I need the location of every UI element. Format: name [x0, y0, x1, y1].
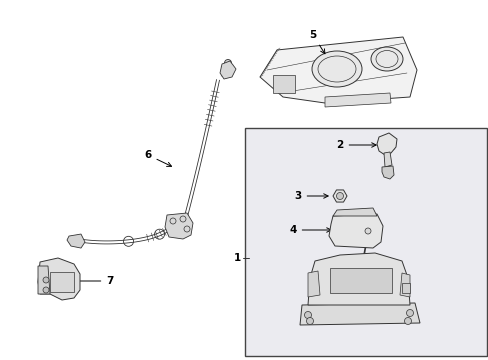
Ellipse shape	[370, 47, 402, 71]
Bar	[329, 268, 391, 293]
Circle shape	[336, 193, 343, 199]
Polygon shape	[260, 37, 416, 103]
Circle shape	[224, 59, 231, 67]
Text: 6: 6	[144, 150, 171, 166]
Polygon shape	[328, 214, 382, 248]
Circle shape	[406, 310, 413, 316]
Text: 7: 7	[74, 276, 113, 286]
Polygon shape	[376, 133, 396, 155]
Circle shape	[304, 311, 311, 319]
Polygon shape	[164, 213, 193, 239]
Polygon shape	[67, 234, 85, 248]
Circle shape	[43, 277, 49, 283]
Circle shape	[306, 318, 313, 324]
Text: 1: 1	[233, 253, 241, 263]
Bar	[244, 128, 486, 356]
Circle shape	[404, 318, 411, 324]
Polygon shape	[332, 190, 346, 202]
Bar	[50, 272, 74, 292]
Polygon shape	[220, 61, 236, 79]
Polygon shape	[307, 253, 409, 305]
Polygon shape	[399, 273, 409, 297]
Bar	[401, 283, 409, 293]
Polygon shape	[299, 303, 419, 325]
Polygon shape	[307, 271, 319, 297]
Polygon shape	[381, 166, 393, 179]
Ellipse shape	[311, 51, 361, 87]
Circle shape	[43, 287, 49, 293]
Text: 2: 2	[336, 140, 375, 150]
Polygon shape	[38, 258, 80, 300]
Polygon shape	[38, 266, 50, 294]
Text: 3: 3	[294, 191, 327, 201]
Circle shape	[364, 228, 370, 234]
Text: 4: 4	[289, 225, 330, 235]
Text: 5: 5	[309, 30, 324, 54]
Polygon shape	[325, 93, 390, 107]
Polygon shape	[332, 208, 376, 216]
Bar	[272, 75, 294, 93]
Polygon shape	[383, 152, 391, 167]
